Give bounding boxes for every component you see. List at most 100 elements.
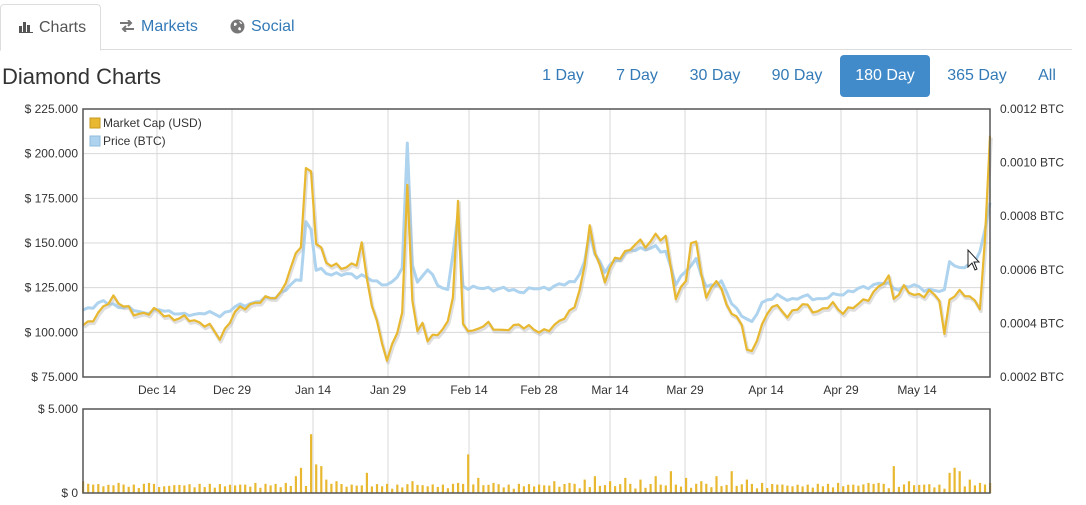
volume-bar — [644, 487, 647, 493]
volume-bar — [183, 485, 186, 493]
volume-bar — [188, 484, 191, 493]
volume-bar — [386, 483, 389, 493]
volume-bar — [573, 483, 576, 493]
volume-bar — [963, 486, 966, 493]
volume-bar — [472, 484, 475, 493]
volume-bar — [852, 484, 855, 493]
range-all-button[interactable]: All — [1038, 67, 1056, 84]
volume-bar — [649, 484, 652, 493]
volume-bar — [457, 482, 460, 493]
volume-bar — [659, 484, 662, 493]
volume-bar — [502, 487, 505, 493]
volume-bar — [821, 486, 824, 493]
volume-bar — [264, 483, 267, 493]
volume-bar — [867, 482, 870, 493]
volume-bar — [811, 487, 814, 493]
chart-legend[interactable]: Market Cap (USD) Price (BTC) — [89, 116, 202, 148]
bar-chart-icon — [19, 21, 33, 35]
range-90-day-button[interactable]: 90 Day — [771, 67, 823, 84]
x-axis-tick-label: Apr 29 — [823, 383, 859, 397]
volume-bar — [953, 467, 956, 493]
left-axis-tick-label: $ 75.000 — [31, 370, 78, 384]
right-axis-tick-label: 0.0004 BTC — [1000, 316, 1064, 330]
left-axis-tick-label: $ 100.000 — [25, 325, 79, 339]
volume-bar — [806, 484, 809, 493]
volume-bar — [862, 484, 865, 493]
volume-bar — [360, 485, 363, 493]
volume-bar — [467, 454, 470, 493]
volume-bar — [771, 484, 774, 493]
volume-bar — [918, 484, 921, 493]
tab-social[interactable]: Social — [212, 4, 313, 50]
volume-bar — [928, 484, 931, 493]
volume-bar — [203, 487, 206, 493]
volume-bar — [553, 481, 556, 493]
volume-bar — [451, 483, 455, 493]
volume-bar — [563, 484, 566, 493]
page-title: Diamond Charts — [2, 64, 161, 89]
volume-bar — [583, 479, 586, 493]
tab-markets[interactable]: Markets — [101, 4, 216, 50]
range-7-day-button[interactable]: 7 Day — [616, 67, 658, 84]
volume-bar — [695, 483, 698, 493]
volume-bar — [279, 487, 282, 493]
volume-bar — [933, 487, 936, 493]
volume-bar — [877, 482, 880, 493]
nav-tabs: Charts Markets Social — [0, 0, 1072, 51]
volume-bar — [533, 486, 536, 493]
volume-bar — [375, 484, 379, 493]
volume-bar — [284, 482, 287, 493]
volume-bar — [274, 483, 277, 493]
volume-bar — [132, 484, 135, 493]
volume-bar — [913, 485, 916, 493]
volume-bar — [609, 481, 612, 493]
price-chart[interactable]: $ 225.000 $ 200.000 $ 175.000 $ 150.000 $ 12… — [0, 100, 1086, 505]
range-365-day-button[interactable]: 365 Day — [947, 67, 1007, 84]
volume-bar — [847, 484, 850, 493]
volume-bar — [228, 484, 232, 493]
volume-bar — [796, 484, 799, 493]
volume-bar — [517, 483, 520, 493]
volume-bar — [492, 482, 495, 493]
right-axis-tick-label: 0.0002 BTC — [1000, 370, 1064, 384]
volume-bar — [730, 471, 733, 493]
volume-bar — [310, 434, 313, 493]
volume-bar — [325, 479, 328, 493]
main-chart-series — [82, 135, 993, 365]
volume-axis-tick-label: $ 5.000 — [38, 402, 78, 416]
volume-bar — [406, 484, 409, 493]
volume-chart-frame — [82, 408, 991, 494]
volume-bar — [761, 482, 764, 493]
volume-bar — [522, 486, 525, 493]
volume-bar — [259, 487, 262, 493]
range-180-day-button[interactable]: 180 Day — [840, 55, 930, 97]
volume-bar — [598, 485, 601, 493]
range-1-day-button[interactable]: 1 Day — [542, 67, 584, 84]
tab-charts[interactable]: Charts — [0, 4, 101, 51]
volume-bar — [603, 485, 607, 493]
volume-bar — [543, 485, 546, 493]
tab-charts-label: Charts — [39, 18, 87, 36]
range-30-day-button[interactable]: 30 Day — [689, 67, 741, 84]
volume-bar — [578, 488, 581, 493]
volume-bar — [97, 484, 100, 493]
volume-bar — [842, 486, 845, 493]
volume-bar — [416, 484, 419, 493]
volume-bar — [173, 485, 176, 493]
volume-bar — [158, 487, 161, 493]
volume-bar — [330, 483, 333, 493]
volume-bar — [654, 476, 657, 493]
volume-bar — [674, 484, 677, 493]
volume-axis-tick-label: $ 0 — [61, 486, 78, 500]
volume-bar — [669, 471, 672, 493]
volume-bar — [882, 483, 885, 493]
volume-bar — [923, 484, 926, 493]
right-axis-ticks: 0.0012 BTC 0.0010 BTC 0.0008 BTC 0.0006 BTC… — [1000, 102, 1064, 384]
volume-bar — [487, 484, 490, 493]
volume-bar — [720, 486, 723, 493]
right-axis-tick-label: 0.0012 BTC — [1000, 102, 1064, 116]
volume-bar — [892, 466, 895, 493]
volume-bar — [127, 486, 130, 493]
volume-bar — [507, 484, 510, 493]
x-axis-tick-label: Feb 14 — [450, 383, 488, 397]
